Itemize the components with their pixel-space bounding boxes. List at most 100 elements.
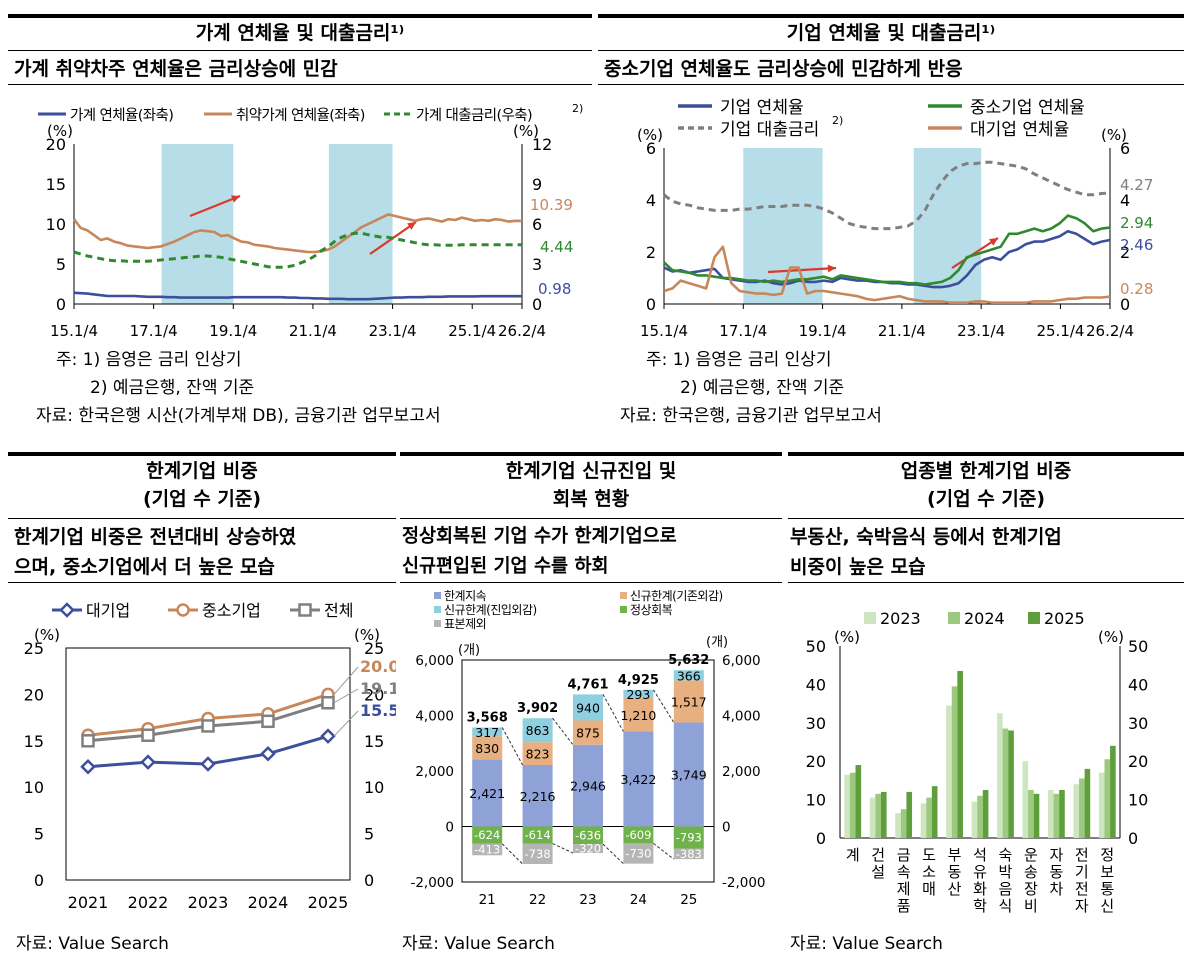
bar-value-label: -413 (474, 843, 500, 857)
bar-segment (623, 843, 654, 864)
right-tick-label: 50 (1128, 637, 1148, 656)
series-line-2 (663, 160, 1111, 231)
x-tick-label-char: 신 (1100, 897, 1114, 915)
x-tick-label-char: 동 (1049, 863, 1063, 881)
left-tick-label: 20 (806, 752, 826, 771)
bar-segment (472, 727, 503, 737)
legend-swatch-2 (620, 592, 627, 599)
panel-subtitle: 중소기업 연체율도 금리상승에 민감하게 반응 (598, 54, 1184, 85)
connector-line (501, 843, 523, 865)
bar-total-label: 4,761 (567, 677, 608, 692)
left-tick-label: 10 (24, 778, 44, 797)
legend-label-2: 신규한계(기존외감) (630, 589, 723, 603)
bar (977, 795, 983, 838)
legend-swatch-5 (434, 620, 441, 627)
bar (997, 713, 1003, 838)
left-axis-unit: (%) (834, 628, 860, 646)
x-tick-label: 19.1/4 (209, 322, 257, 340)
left-tick-label: 0 (445, 820, 454, 836)
leader-line-1 (333, 666, 359, 695)
legend-label-4: 정상회복 (630, 603, 673, 617)
trend-arrow-head-2 (407, 222, 416, 230)
x-tick-label: 23.1/4 (957, 322, 1005, 340)
x-tick-label-char: 전 (1075, 880, 1089, 898)
legend-superscript: 2) (832, 114, 843, 127)
bar (855, 765, 862, 838)
trend-arrow-1 (189, 194, 241, 218)
note-1: 주: 1) 음영은 금리 인상기 (56, 350, 242, 370)
legend-swatch-1 (864, 612, 876, 624)
bar-segment (673, 826, 704, 849)
left-axis-unit: (%) (34, 626, 60, 644)
end-value-label-1: 10.39 (530, 196, 573, 214)
x-tick-label-char: 통 (1100, 880, 1114, 898)
x-tick-label-char: 음 (999, 880, 1013, 898)
data-point (81, 734, 95, 748)
left-tick-label: 6,000 (415, 653, 454, 669)
bar-segment (522, 742, 553, 766)
x-tick-label: 2025 (308, 893, 349, 912)
right-tick-label: 25 (364, 639, 384, 658)
bar-total-label: 4,925 (618, 673, 659, 688)
bar (957, 670, 963, 838)
bar (1084, 768, 1091, 838)
right-tick-label: 3 (532, 255, 542, 274)
end-value-label-2: 19.1 (360, 679, 396, 698)
bar-segment (472, 736, 503, 760)
bar-value-label: 3,422 (621, 772, 657, 787)
title-divider (8, 50, 592, 51)
x-tick-label: 25.1/4 (1036, 322, 1084, 340)
right-tick-label: 40 (1128, 675, 1148, 694)
left-tick-label: 10 (46, 215, 66, 234)
right-tick-label: 4 (1120, 191, 1130, 210)
bar-value-label: -614 (525, 828, 551, 842)
x-tick-label-char: 숙 (999, 846, 1013, 864)
bar-segment (623, 689, 654, 698)
panel-top-rule (8, 452, 396, 456)
bar (971, 801, 978, 838)
series-line-3 (73, 231, 522, 269)
bar (1022, 761, 1029, 838)
bar (982, 790, 989, 838)
bar (1008, 730, 1014, 838)
connector-line (552, 843, 574, 854)
bar-segment (472, 759, 503, 827)
right-tick-label: 10 (364, 778, 384, 797)
bar (1098, 772, 1105, 838)
trend-arrow-head-2 (989, 238, 998, 246)
end-value-label-2: 4.44 (540, 238, 573, 256)
bar-segment (573, 826, 603, 845)
right-tick-label: 10 (1128, 791, 1148, 810)
bar-total-label: 3,902 (517, 701, 558, 716)
right-tick-label: 0 (1128, 829, 1138, 848)
bar-value-label: -624 (474, 828, 500, 842)
bar-segment (673, 680, 704, 723)
x-tick-label-char: 소 (922, 863, 936, 881)
legend-label-3: 가계 대출금리(우축) (416, 107, 532, 124)
connector-line (552, 717, 574, 746)
bar (920, 803, 927, 838)
panel-top-rule (8, 14, 592, 18)
bar-value-label: 3,749 (671, 767, 707, 782)
leader-line-2 (333, 688, 359, 704)
x-tick-label: 22 (529, 892, 546, 908)
bar-segment (673, 722, 704, 827)
bar (1104, 759, 1111, 838)
left-tick-label: 6 (646, 139, 656, 158)
x-tick-label: 21 (479, 892, 496, 908)
bar-segment (573, 720, 603, 745)
right-tick-label: 6,000 (722, 653, 761, 669)
right-axis-unit: (%) (1101, 126, 1127, 144)
bar-value-label: -383 (676, 847, 702, 861)
x-tick-label-char: 유 (973, 863, 987, 881)
x-tick-label-char: 속 (897, 863, 911, 881)
bar-segment (472, 843, 503, 856)
panel-subtitle-line-1: 정상회복된 기업 수가 한계기업으로 (402, 526, 677, 547)
source-note: 자료: Value Search (402, 934, 555, 954)
entry-exit-panel: 한계기업 신규진입 및 회복 현황 정상회복된 기업 수가 한계기업으로 신규편… (400, 452, 782, 968)
x-tick-label-char: 품 (897, 897, 911, 915)
title-divider (788, 518, 1184, 519)
